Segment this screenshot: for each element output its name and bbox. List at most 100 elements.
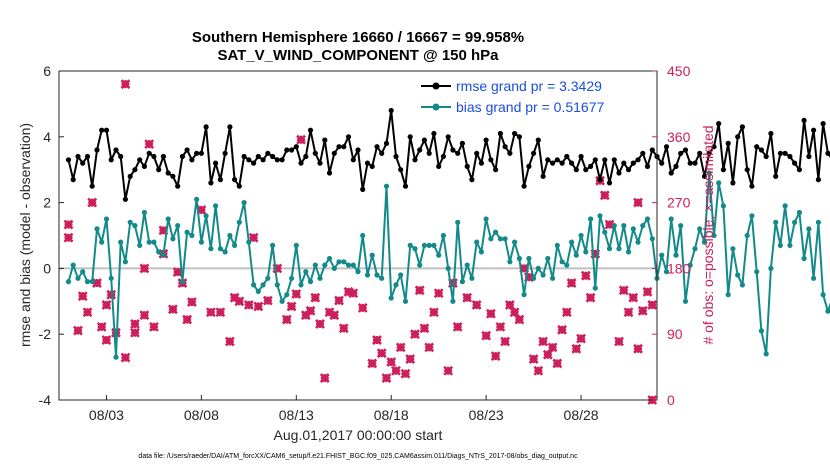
bias-point — [270, 242, 276, 248]
rmse-point — [402, 183, 409, 189]
bias-point — [511, 239, 518, 245]
rmse-point — [777, 150, 784, 156]
rmse-point — [227, 124, 233, 130]
bias-point — [682, 298, 689, 304]
obs-count-marker — [509, 307, 520, 318]
bias-point — [474, 239, 480, 245]
y-ticks-right: 0 90 180 270 360 450 — [652, 63, 691, 408]
rmse-point — [488, 157, 494, 163]
bias-point — [75, 275, 81, 281]
bias-point — [583, 249, 589, 255]
bias-point — [663, 269, 670, 275]
obs-count-marker — [348, 288, 359, 299]
rmse-point — [75, 153, 81, 160]
rmse-point — [559, 160, 565, 166]
y-axis-label: rmse and bias (model - observation) — [17, 123, 33, 347]
bias-point — [687, 262, 693, 268]
rmse-point — [170, 173, 176, 179]
bias-point — [436, 252, 442, 258]
x-axis-label: Aug.01,2017 00:00:00 start — [274, 427, 443, 443]
rmse-point — [350, 157, 356, 163]
rmse-point — [84, 153, 91, 160]
bias-point — [749, 213, 755, 219]
rmse-point — [407, 134, 413, 140]
bias-point — [331, 265, 337, 271]
obs-count-marker — [576, 333, 586, 344]
rmse-point — [236, 183, 242, 189]
rmse-point — [336, 144, 342, 150]
obs-count-marker — [414, 285, 425, 296]
obs-count-marker — [215, 307, 226, 318]
obs-count-marker — [633, 343, 643, 354]
rmse-point — [773, 173, 779, 179]
bias-point — [213, 203, 219, 209]
bias-point — [103, 216, 110, 222]
rmse-point — [730, 180, 736, 186]
bias-point — [398, 272, 404, 278]
obs-count-marker — [618, 285, 629, 296]
rmse-point — [744, 167, 750, 173]
bias-point — [578, 232, 584, 239]
y-tick-label: -2 — [39, 326, 52, 342]
obs-count-marker — [452, 321, 463, 332]
rmse-point — [326, 170, 333, 176]
rmse-point — [464, 163, 470, 169]
rmse-point — [179, 153, 185, 160]
obs-count-marker — [580, 270, 591, 281]
rmse-point — [80, 160, 86, 166]
obs-count-marker — [172, 267, 183, 277]
line-layer — [65, 107, 830, 360]
bias-point — [407, 242, 413, 248]
rmse-point — [597, 177, 603, 183]
bias-point — [208, 246, 214, 252]
bias-point — [673, 252, 679, 258]
obs-count-marker — [77, 291, 88, 302]
rmse-point — [108, 157, 114, 163]
obs-count-marker — [585, 292, 596, 303]
bias-point — [611, 223, 617, 229]
obs-count-marker — [296, 134, 306, 145]
bias-point — [265, 275, 271, 281]
rmse-point — [208, 180, 214, 186]
bias-point — [550, 275, 556, 281]
bias-point — [588, 216, 594, 222]
obs-count-marker — [614, 336, 624, 347]
rmse-point — [241, 153, 247, 160]
rmse-point — [132, 167, 138, 173]
bias-point — [317, 275, 323, 281]
rmse-point — [369, 163, 375, 169]
bias-point — [426, 242, 432, 248]
rmse-point — [331, 150, 337, 156]
obs-count-marker — [334, 295, 344, 306]
rmse-point — [474, 150, 480, 156]
rmse-point — [194, 150, 200, 156]
rmse-point — [725, 140, 731, 146]
rmse-point — [255, 153, 261, 160]
rmse-point — [360, 186, 366, 192]
bias-point — [730, 246, 736, 252]
obs-count-marker — [490, 351, 501, 362]
bias-point — [322, 262, 328, 268]
bias-point — [502, 236, 508, 242]
obs-count-marker — [419, 323, 430, 334]
obs-count-marker — [642, 286, 653, 297]
bias-point — [782, 203, 788, 209]
obs-count-marker — [139, 263, 150, 274]
bias-point — [483, 216, 489, 222]
rmse-point — [792, 160, 798, 166]
obs-count-marker — [495, 321, 506, 332]
bias-point — [464, 262, 470, 268]
rmse-point — [782, 150, 788, 156]
rmse-point — [274, 157, 280, 163]
bias-point — [293, 242, 299, 248]
bias-point — [355, 269, 361, 275]
rmse-point — [317, 160, 323, 166]
obs-count-marker — [566, 278, 577, 288]
bias-point — [336, 259, 342, 265]
bias-point — [232, 242, 238, 248]
rmse-point — [426, 150, 432, 156]
rmse-point — [754, 144, 760, 150]
bias-point — [531, 275, 537, 281]
bias-point — [554, 242, 560, 248]
bias-point — [431, 242, 437, 248]
